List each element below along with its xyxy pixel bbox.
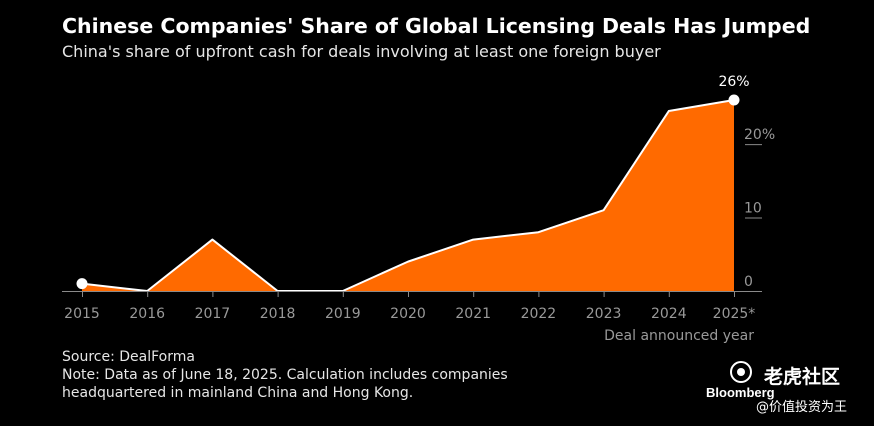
data-label: 26% xyxy=(718,74,749,90)
x-tick-label: 2016 xyxy=(129,306,165,322)
x-tick-label: 2023 xyxy=(586,306,622,322)
data-note-line-2: headquartered in mainland China and Hong… xyxy=(62,385,414,401)
x-tick-label: 2017 xyxy=(195,306,231,322)
footer: Source: DealForma Note: Data as of June … xyxy=(62,348,508,402)
x-tick-label: 2021 xyxy=(455,306,491,322)
x-tick-label: 2025* xyxy=(713,306,756,322)
x-tick-label: 2019 xyxy=(325,306,361,322)
x-tick-label: 2024 xyxy=(651,306,687,322)
x-tick-label: 2015 xyxy=(64,306,100,322)
end-point-marker xyxy=(728,94,740,106)
chart-subtitle: China's share of upfront cash for deals … xyxy=(62,42,661,61)
watermark-name: 老虎社区 xyxy=(764,366,841,388)
y-tick-label: 10 xyxy=(744,201,762,217)
y-tick-label: 0 xyxy=(744,274,753,290)
watermark-handle: @价值投资为王 xyxy=(756,400,848,415)
start-point-marker xyxy=(76,278,88,290)
x-tick-label: 2022 xyxy=(521,306,557,322)
series-line xyxy=(81,99,735,292)
bloomberg-logo: Bloomberg xyxy=(706,385,775,400)
y-tick-label: 20% xyxy=(744,127,775,143)
x-tick-label: 2020 xyxy=(390,306,426,322)
data-note-line-1: Note: Data as of June 18, 2025. Calculat… xyxy=(62,367,508,383)
source-note: Source: DealForma xyxy=(62,349,195,365)
x-tick-label: 2018 xyxy=(260,306,296,322)
tiger-logo-icon xyxy=(730,361,752,383)
x-axis-label: Deal announced year xyxy=(604,328,754,344)
area-fill xyxy=(82,100,734,291)
chart-title: Chinese Companies' Share of Global Licen… xyxy=(62,14,811,38)
